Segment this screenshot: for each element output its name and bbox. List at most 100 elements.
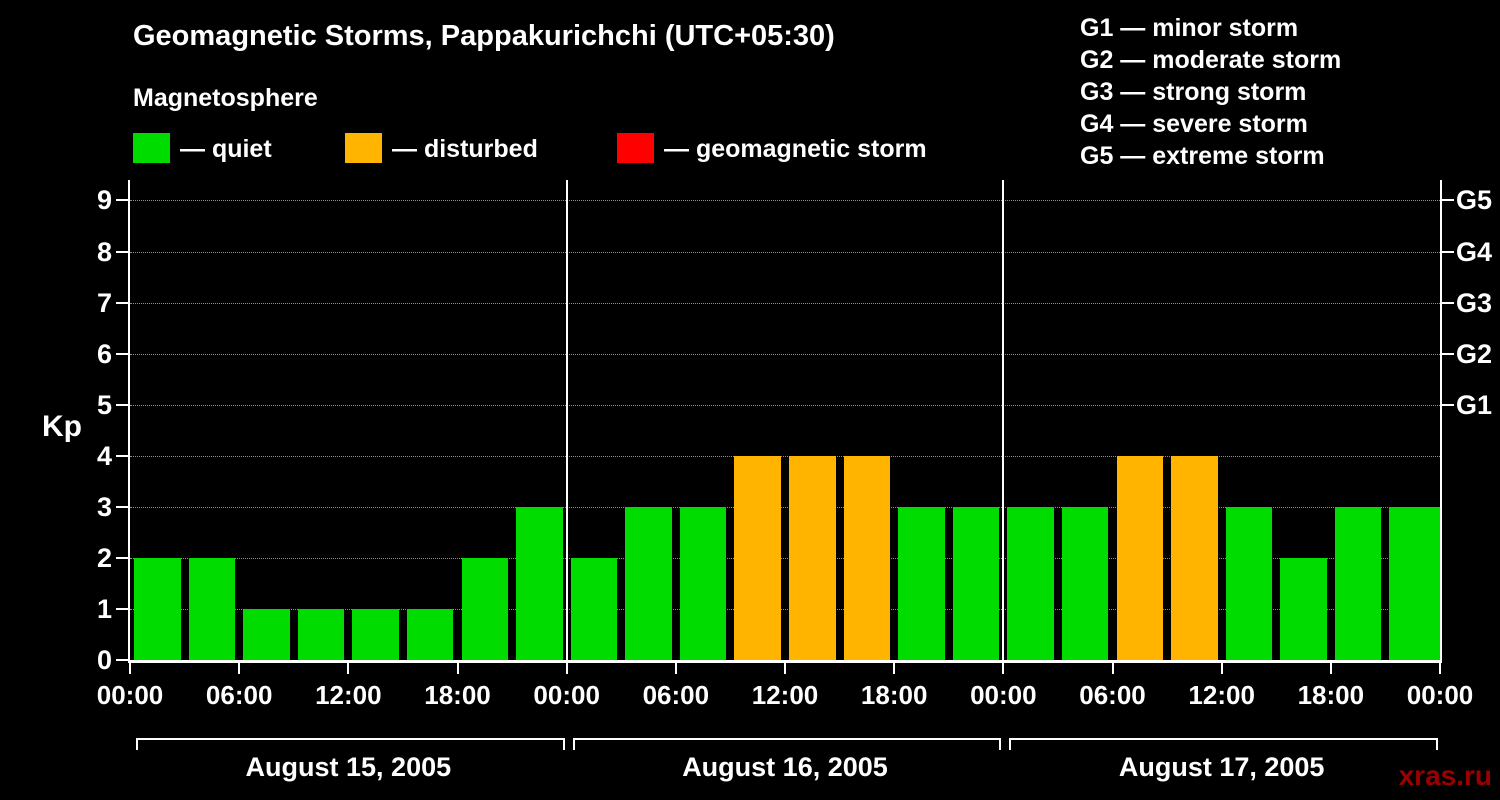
date-bracket <box>1009 738 1438 750</box>
x-axis-label: 06:00 <box>642 680 710 710</box>
kp-bar <box>1334 506 1382 660</box>
x-axis-tick <box>1329 663 1332 674</box>
x-axis-label: 00:00 <box>970 680 1037 710</box>
kp-gridline <box>130 353 1440 355</box>
kp-bar <box>1116 455 1164 660</box>
kp-bar <box>188 557 236 660</box>
x-axis-tick <box>456 663 459 674</box>
g-scale-item-g5: G5 — extreme storm <box>1080 142 1325 170</box>
g-scale-axis-label: G4 <box>1456 236 1493 267</box>
kp-bar-chart: 0 1 2 3 4 5 6 7 8 9 G1 G2 G3 G4 G5 00:00 06:00 12:00 18:00… <box>97 180 1492 782</box>
kp-bar <box>1225 506 1273 660</box>
g-scale-axis-label: G2 <box>1456 338 1493 369</box>
g-scale-item-g2: G2 — moderate storm <box>1080 46 1342 74</box>
x-axis-tick <box>674 663 677 674</box>
date-bracket <box>572 738 1002 750</box>
y-axis-tick <box>116 250 128 253</box>
kp-gridline <box>130 302 1440 304</box>
g-scale-item-g3: G3 — strong storm <box>1080 78 1307 106</box>
x-axis-label: 18:00 <box>860 680 928 710</box>
y-axis-tick <box>116 659 128 661</box>
kp-gridline <box>130 200 1440 202</box>
x-axis-label: 06:00 <box>205 680 273 710</box>
g-scale-axis-label: G3 <box>1456 287 1493 318</box>
kp-gridline <box>130 608 1440 610</box>
x-axis-tick <box>565 663 568 674</box>
date-label: August 17, 2005 <box>1118 752 1325 782</box>
x-axis-label: 12:00 <box>315 680 382 710</box>
g-scale-axis-label: G1 <box>1456 389 1493 420</box>
y-axis-label: 3 <box>96 491 112 522</box>
kp-bar <box>789 455 836 660</box>
y-axis-tick <box>116 352 128 355</box>
x-axis-tick <box>1111 663 1114 674</box>
g-scale-item-g1: G1 — minor storm <box>1080 14 1299 42</box>
kp-bar <box>243 608 290 660</box>
kp-bar <box>297 608 345 660</box>
x-axis-label: 12:00 <box>1188 680 1255 710</box>
watermark: xras.ru <box>1398 760 1492 791</box>
day-separator-line <box>565 180 568 660</box>
right-axis-tick <box>1442 199 1454 202</box>
y-axis-tick <box>116 505 128 508</box>
x-axis-label: 18:00 <box>424 680 491 710</box>
y-axis-label: 2 <box>96 542 112 573</box>
y-axis-label: 1 <box>96 593 112 624</box>
right-axis-tick <box>1442 301 1454 304</box>
kp-gridline <box>130 557 1440 559</box>
kp-gridline <box>130 404 1440 406</box>
y-axis-tick <box>116 403 128 406</box>
kp-bar <box>570 557 618 660</box>
x-axis-tick <box>238 663 241 674</box>
kp-bar <box>352 608 399 660</box>
y-axis-tick <box>116 607 128 610</box>
y-axis-tick <box>116 199 128 202</box>
x-axis-label: 00:00 <box>1406 680 1474 710</box>
kp-bar <box>516 506 563 660</box>
kp-bar <box>1007 506 1054 660</box>
legend-swatch-storm <box>617 133 654 163</box>
x-axis-tick <box>1002 663 1005 674</box>
x-axis-tick <box>129 663 131 674</box>
g-scale-item-g4: G4 — severe storm <box>1080 110 1308 138</box>
kp-bar <box>679 506 727 660</box>
date-label: August 15, 2005 <box>245 752 452 782</box>
x-axis-tick <box>893 663 896 674</box>
y-axis-tick <box>116 556 128 559</box>
kp-bar-partial <box>1419 506 1440 660</box>
y-axis-label: 5 <box>96 389 112 420</box>
kp-bar <box>461 557 509 660</box>
y-axis-label: 8 <box>96 236 112 267</box>
y-axis-label: 4 <box>96 440 112 471</box>
x-axis-tick <box>784 663 786 674</box>
date-bracket <box>136 738 565 750</box>
legend-swatch-disturbed <box>345 133 382 163</box>
kp-bar <box>843 455 891 660</box>
x-axis-label: 00:00 <box>533 680 600 710</box>
kp-bar <box>1061 506 1109 660</box>
legend-swatch-quiet <box>133 133 170 163</box>
g-scale-legend: G1 — minor storm G2 — moderate storm G3 … <box>1080 12 1341 172</box>
y-axis-label: 7 <box>96 287 112 318</box>
right-axis-tick <box>1442 352 1454 355</box>
kp-gridline <box>130 506 1440 508</box>
kp-gridline <box>130 251 1440 253</box>
right-axis-tick <box>1442 403 1454 406</box>
date-label: August 16, 2005 <box>682 752 888 782</box>
kp-bar <box>625 506 672 660</box>
kp-bar <box>406 608 454 660</box>
y-axis-label: 6 <box>96 338 112 369</box>
x-axis-tick <box>347 663 350 674</box>
day-separator-line <box>1002 180 1005 660</box>
kp-bar <box>1171 455 1218 660</box>
kp-gridline <box>130 455 1440 457</box>
x-axis-tick <box>1220 663 1223 674</box>
kp-bar <box>1280 557 1327 660</box>
kp-bar <box>898 506 945 660</box>
chart-title: Geomagnetic Storms, Pappakurichchi (UTC+… <box>133 20 835 52</box>
kp-bar <box>952 506 1000 660</box>
y-axis-label: 9 <box>96 185 112 216</box>
legend-label-storm: — geomagnetic storm <box>664 135 927 163</box>
legend-label-disturbed: — disturbed <box>392 135 538 163</box>
x-axis-tick <box>1439 663 1441 674</box>
